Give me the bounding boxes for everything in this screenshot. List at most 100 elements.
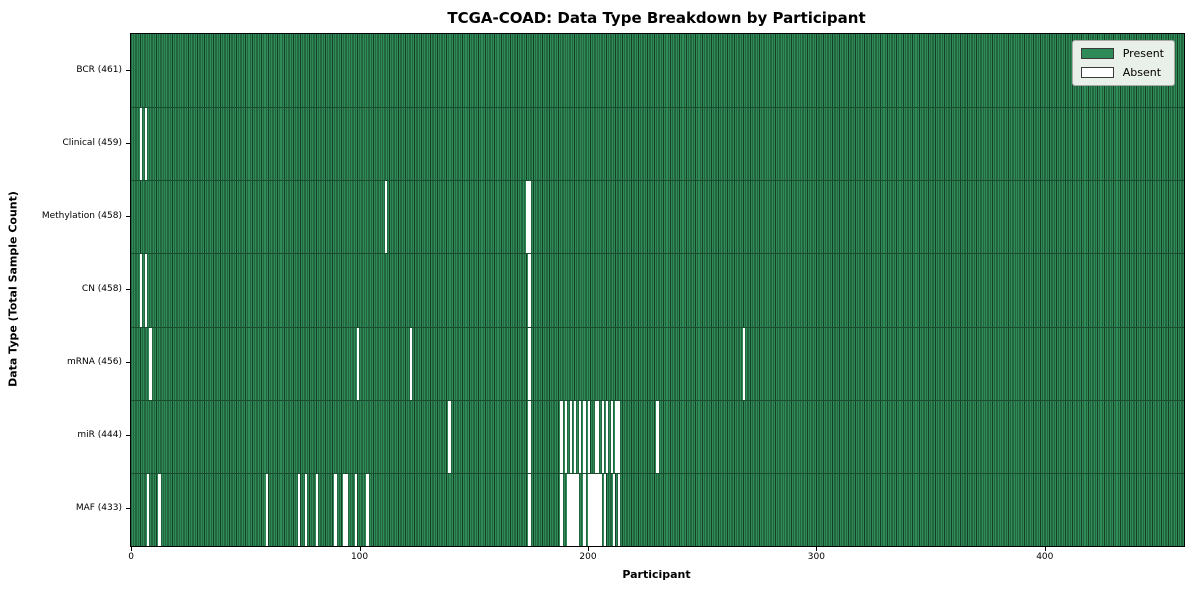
y-tick-label-Clinical: Clinical (459) xyxy=(62,137,122,148)
absent-cell-miR-174 xyxy=(528,400,531,473)
absent-cell-MAF-98 xyxy=(354,473,358,546)
absent-cell-MAF-193 xyxy=(571,473,575,546)
absent-cell-miR-200 xyxy=(587,400,591,473)
absent-cell-miR-139 xyxy=(448,400,451,473)
absent-cell-MAF-73 xyxy=(297,473,301,546)
absent-cell-Clinical-6 xyxy=(144,108,147,181)
absent-cell-miR-204 xyxy=(596,400,600,473)
absent-cell-MAF-59 xyxy=(265,473,269,546)
absent-cell-mRNA-8 xyxy=(149,327,152,400)
absent-cell-CN-4 xyxy=(140,254,143,327)
absent-cell-MAF-207 xyxy=(603,473,607,546)
legend-label-present: Present xyxy=(1122,47,1164,60)
row-MAF xyxy=(131,472,1184,546)
legend: Present Absent xyxy=(1071,40,1175,86)
absent-cell-mRNA-174 xyxy=(528,327,531,400)
absent-cell-MAF-12 xyxy=(158,473,161,546)
absent-cell-MAF-94 xyxy=(345,473,348,546)
absent-swatch xyxy=(1080,67,1114,78)
absent-cell-MAF-203 xyxy=(594,473,597,546)
absent-cell-MAF-202 xyxy=(592,473,595,546)
absent-cell-miR-190 xyxy=(564,400,568,473)
absent-cell-MAF-76 xyxy=(304,473,307,546)
absent-cell-miR-206 xyxy=(601,400,604,473)
absent-cell-MAF-195 xyxy=(576,473,579,546)
absent-cell-MAF-213 xyxy=(617,473,620,546)
row-Clinical xyxy=(131,107,1184,181)
x-tick-mark xyxy=(359,547,361,551)
absent-cell-miR-208 xyxy=(606,400,609,473)
plot-area xyxy=(130,33,1185,547)
absent-cell-miR-198 xyxy=(583,400,586,473)
present-cells-mRNA xyxy=(131,327,1184,400)
absent-cell-miR-210 xyxy=(610,400,613,473)
absent-cell-MAF-201 xyxy=(590,473,593,546)
absent-cell-Methylation-173 xyxy=(526,181,529,254)
absent-cell-miR-230 xyxy=(656,400,659,473)
row-mRNA xyxy=(131,326,1184,400)
absent-cell-miR-203 xyxy=(594,400,597,473)
absent-cell-mRNA-268 xyxy=(743,327,746,400)
x-tick-label-0: 0 xyxy=(128,552,135,562)
absent-cell-mRNA-122 xyxy=(409,327,412,400)
absent-cell-Clinical-4 xyxy=(140,108,143,181)
absent-cell-MAF-192 xyxy=(569,473,572,546)
absent-cell-CN-174 xyxy=(528,254,531,327)
y-tick-mark xyxy=(126,289,130,290)
present-cells-BCR xyxy=(131,34,1184,108)
x-tick-label-100: 100 xyxy=(350,552,369,562)
absent-cell-miR-194 xyxy=(574,400,577,473)
x-tick-mark xyxy=(587,547,589,551)
x-tick-mark xyxy=(816,547,818,551)
absent-cell-MAF-211 xyxy=(612,473,616,546)
y-tick-label-CN: CN (458) xyxy=(81,284,122,294)
absent-cell-MAF-200 xyxy=(587,473,591,546)
absent-cell-MAF-7 xyxy=(146,473,150,546)
absent-cell-Methylation-111 xyxy=(384,181,387,254)
absent-cell-MAF-81 xyxy=(316,473,319,546)
y-tick-mark xyxy=(126,215,130,217)
chart-title: TCGA-COAD: Data Type Breakdown by Partic… xyxy=(447,9,866,27)
y-tick-mark xyxy=(126,435,130,437)
absent-cell-miR-188 xyxy=(560,400,563,473)
legend-label-absent: Absent xyxy=(1122,66,1162,79)
absent-cell-MAF-191 xyxy=(567,473,570,546)
y-tick-mark xyxy=(126,508,130,510)
absent-cell-miR-192 xyxy=(569,400,572,473)
absent-cell-MAF-93 xyxy=(343,473,346,546)
absent-cell-MAF-194 xyxy=(574,473,577,546)
present-cells-Methylation xyxy=(131,181,1184,254)
x-tick-label-300: 300 xyxy=(807,552,825,562)
present-cells-CN xyxy=(131,254,1184,327)
row-miR xyxy=(131,399,1184,473)
absent-cell-mRNA-99 xyxy=(357,327,360,400)
row-Methylation xyxy=(131,180,1184,254)
absent-cell-MAF-89 xyxy=(334,473,337,546)
row-BCR xyxy=(131,34,1184,108)
legend-entry-present: Present xyxy=(1080,47,1164,60)
absent-cell-miR-196 xyxy=(578,400,581,473)
present-cells-Clinical xyxy=(131,108,1184,181)
x-tick-mark xyxy=(131,547,133,551)
absent-cell-MAF-205 xyxy=(599,473,602,546)
y-tick-label-Methylation: Methylation (458) xyxy=(41,210,122,221)
absent-cell-MAF-103 xyxy=(366,473,369,546)
absent-cell-MAF-204 xyxy=(596,473,600,546)
absent-cell-miR-212 xyxy=(615,400,618,473)
legend-entry-absent: Absent xyxy=(1080,66,1164,79)
absent-cell-Methylation-174 xyxy=(528,181,531,254)
y-tick-label-miR: miR (444) xyxy=(77,430,122,441)
y-tick-mark xyxy=(126,69,130,71)
y-tick-label-MAF: MAF (433) xyxy=(75,503,122,514)
absent-cell-miR-213 xyxy=(617,400,620,473)
y-tick-label-mRNA: mRNA (456) xyxy=(67,357,122,368)
present-swatch xyxy=(1080,48,1114,59)
absent-cell-CN-6 xyxy=(144,254,147,327)
absent-cell-MAF-198 xyxy=(583,473,586,546)
y-tick-mark xyxy=(126,142,130,144)
x-axis-label: Participant xyxy=(622,568,691,581)
y-tick-label-BCR: BCR (461) xyxy=(76,64,122,75)
x-tick-label-400: 400 xyxy=(1036,552,1054,562)
absent-cell-MAF-188 xyxy=(560,473,563,546)
x-tick-label-200: 200 xyxy=(579,552,597,562)
